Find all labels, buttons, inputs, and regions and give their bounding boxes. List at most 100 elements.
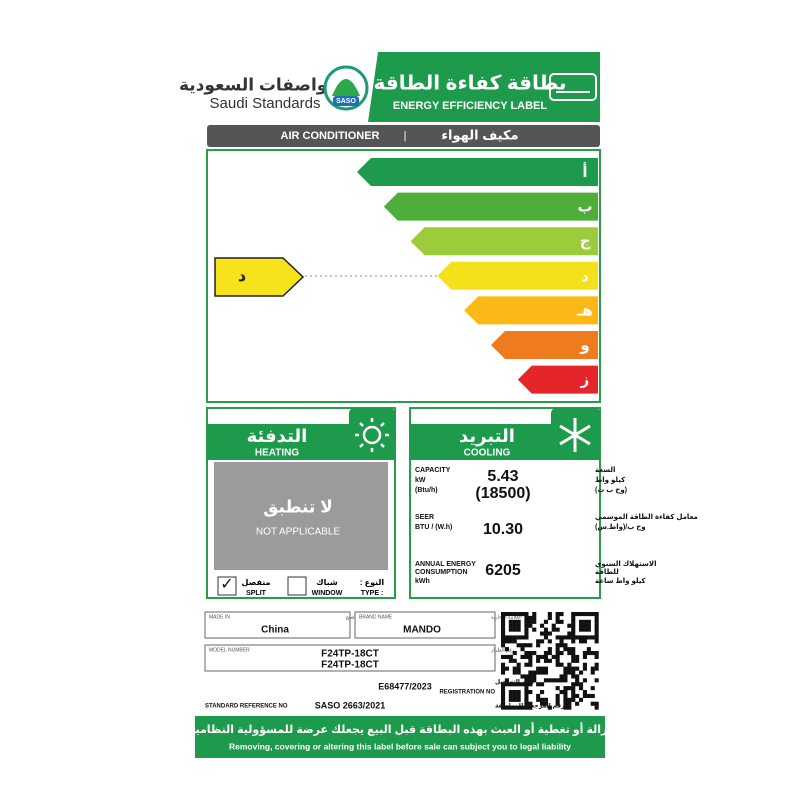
window-ar: شباك bbox=[316, 578, 338, 587]
cooling-title-en: COOLING bbox=[464, 448, 511, 459]
qr-module bbox=[571, 635, 576, 640]
qr-module bbox=[555, 619, 560, 624]
qr-module bbox=[543, 670, 548, 675]
qr-module bbox=[563, 701, 568, 706]
qr-module bbox=[582, 654, 587, 659]
registration-label: REGISTRATION NO bbox=[439, 690, 495, 696]
annual-label2: CONSUMPTION bbox=[415, 569, 468, 576]
qr-module bbox=[516, 662, 521, 667]
qr-module bbox=[543, 701, 548, 706]
qr-module bbox=[582, 635, 587, 640]
qr-module bbox=[501, 690, 506, 695]
capacity-unit-ar: كيلو واط bbox=[595, 476, 626, 484]
qr-module bbox=[579, 670, 584, 675]
qr-module bbox=[563, 674, 568, 679]
qr-module bbox=[508, 705, 513, 710]
qr-module bbox=[555, 693, 560, 698]
qr-module bbox=[547, 612, 552, 617]
qr-module bbox=[567, 705, 572, 710]
model-label-ar: رقم الطراز bbox=[490, 647, 515, 653]
qr-module bbox=[571, 690, 576, 695]
seer-unit-ar: وح ب/(واط.س) bbox=[595, 524, 646, 531]
qr-module bbox=[555, 654, 560, 659]
qr-module bbox=[536, 670, 541, 675]
separator: | bbox=[404, 130, 407, 142]
qr-module bbox=[516, 666, 521, 671]
qr-module bbox=[516, 643, 521, 648]
qr-module bbox=[501, 666, 506, 671]
qr-module bbox=[528, 701, 533, 706]
qr-module bbox=[543, 658, 548, 663]
qr-module bbox=[532, 612, 537, 617]
qr-module bbox=[594, 678, 599, 683]
qr-module bbox=[563, 697, 568, 702]
qr-module bbox=[571, 647, 576, 652]
qr-module bbox=[528, 690, 533, 695]
qr-module bbox=[571, 654, 576, 659]
qr-module bbox=[559, 639, 564, 644]
qr-module bbox=[586, 651, 591, 656]
qr-module bbox=[582, 612, 587, 617]
qr-module bbox=[559, 635, 564, 640]
qr-module bbox=[555, 615, 560, 620]
qr-module bbox=[547, 651, 552, 656]
qr-module bbox=[586, 635, 591, 640]
qr-module bbox=[516, 682, 521, 687]
qr-module bbox=[543, 678, 548, 683]
qr-module bbox=[504, 647, 509, 652]
qr-module bbox=[536, 682, 541, 687]
split-en: SPLIT bbox=[246, 590, 267, 597]
qr-module bbox=[547, 658, 552, 663]
qr-module bbox=[571, 631, 576, 636]
split-mark: ✓ bbox=[220, 576, 233, 593]
qr-module bbox=[524, 705, 529, 710]
qr-module bbox=[594, 612, 599, 617]
rating-bar bbox=[410, 227, 598, 256]
qr-module bbox=[504, 654, 509, 659]
qr-module bbox=[563, 678, 568, 683]
qr-module bbox=[524, 678, 529, 683]
type-en: TYPE : bbox=[361, 590, 384, 597]
rating-bar bbox=[357, 158, 598, 186]
qr-module bbox=[501, 693, 506, 698]
qr-module bbox=[582, 666, 587, 671]
qr-module bbox=[524, 623, 529, 628]
qr-module bbox=[594, 651, 599, 656]
qr-module bbox=[504, 682, 509, 687]
qr-module bbox=[575, 612, 580, 617]
qr-module bbox=[508, 627, 513, 632]
qr-module bbox=[594, 654, 599, 659]
qr-module bbox=[567, 666, 572, 671]
model: F24TP-18CT bbox=[321, 660, 379, 671]
qr-module bbox=[501, 639, 506, 644]
qr-module bbox=[524, 635, 529, 640]
qr-module bbox=[524, 631, 529, 636]
qr-module bbox=[563, 705, 568, 710]
label-en: ENERGY EFFICIENCY LABEL bbox=[393, 100, 548, 112]
qr-module bbox=[590, 670, 595, 675]
qr-module bbox=[501, 682, 506, 687]
qr-module bbox=[528, 643, 533, 648]
qr-module bbox=[528, 654, 533, 659]
qr-module bbox=[501, 619, 506, 624]
heating-status-en: NOT APPLICABLE bbox=[256, 527, 341, 538]
qr-module bbox=[559, 690, 564, 695]
qr-module bbox=[516, 619, 521, 624]
qr-module bbox=[579, 686, 584, 691]
qr-module bbox=[520, 612, 525, 617]
qr-module bbox=[579, 697, 584, 702]
qr-module bbox=[567, 686, 572, 691]
qr-module bbox=[528, 658, 533, 663]
qr-module bbox=[571, 615, 576, 620]
qr-module bbox=[571, 686, 576, 691]
qr-module bbox=[579, 612, 584, 617]
qr-module bbox=[543, 627, 548, 632]
qr-module bbox=[524, 619, 529, 624]
qr-module bbox=[555, 643, 560, 648]
qr-module bbox=[555, 612, 560, 617]
logo-text: SASO bbox=[336, 98, 356, 105]
qr-module bbox=[528, 678, 533, 683]
qr-module bbox=[582, 623, 587, 628]
qr-module bbox=[551, 623, 556, 628]
qr-module bbox=[501, 697, 506, 702]
